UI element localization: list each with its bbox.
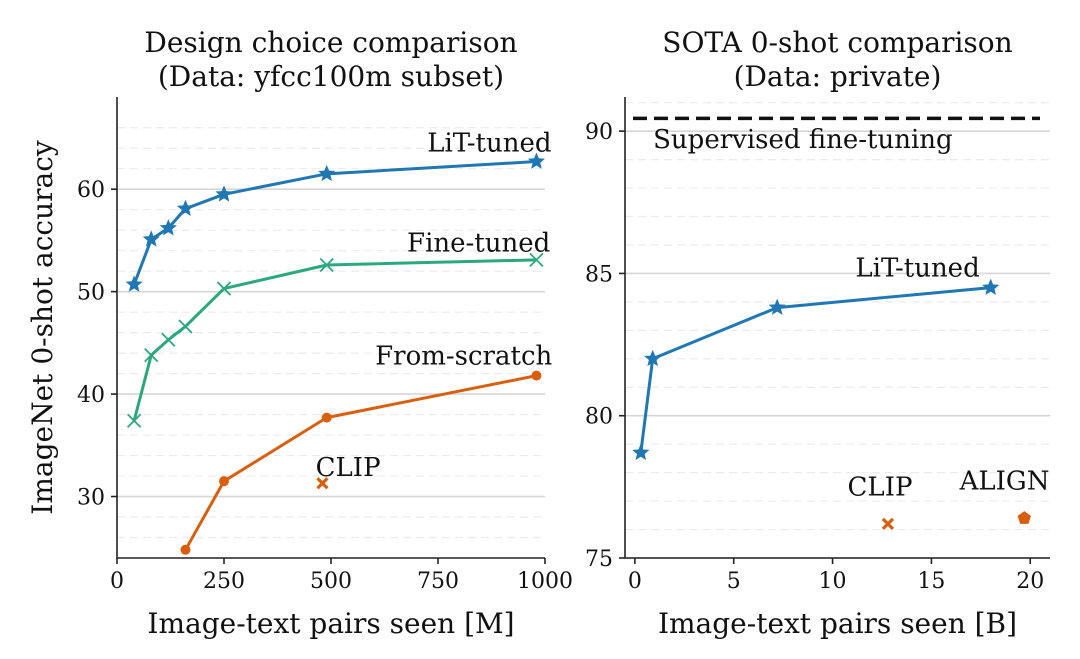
x-tick-label: 750 [417, 569, 459, 594]
data-point-lit-tuned [632, 443, 650, 460]
chart-title-line: (Data: private) [734, 60, 942, 93]
series-line-from-scratch [184, 374, 537, 551]
x-tick-label: 10 [819, 569, 847, 594]
data-point-lit-tuned [125, 275, 143, 292]
annotation-label: Fine-tuned [407, 229, 550, 259]
x-axis-label: Image-text pairs seen [M] [147, 607, 514, 640]
series-line-fine-tuned [132, 258, 537, 422]
chart-title-line: (Data: yfcc100m subset) [158, 60, 504, 93]
data-point-fine-tuned [144, 348, 159, 363]
chart-panel-1: 30 40 50 60 0 250 500 750 1000 LiT-tuned Fine-tune… [26, 26, 573, 640]
y-tick-label: 90 [585, 120, 613, 145]
annotation-label: LiT-tuned [427, 128, 551, 158]
x-tick-label: 15 [917, 569, 945, 594]
data-point-fine-tuned [529, 252, 544, 268]
y-tick-label: 75 [585, 547, 613, 572]
x-tick-label: 20 [1016, 569, 1044, 594]
data-point-lit-tuned [768, 298, 786, 315]
y-tick-label: 85 [585, 262, 613, 287]
data-point-from-scratch [219, 476, 229, 487]
y-tick-label: 80 [585, 405, 613, 430]
data-point-lit-tuned [527, 152, 545, 169]
x-tick-label: 5 [727, 569, 741, 594]
y-tick-label: 40 [77, 383, 105, 408]
x-tick-label: 1000 [517, 569, 573, 594]
annotation-label: CLIP [316, 453, 381, 483]
data-point-from-scratch [321, 412, 332, 423]
chart-title-line: SOTA 0-shot comparison [662, 26, 1012, 59]
data-point-from-scratch [180, 544, 191, 555]
data-point-fine-tuned [178, 319, 193, 334]
series-line-lit-tuned [639, 286, 991, 453]
annotation-label: Supervised fine-tuning [653, 125, 953, 155]
data-point-clip [881, 517, 895, 530]
data-point-lit-tuned [982, 278, 1000, 295]
chart-title-line: Design choice comparison [144, 26, 517, 59]
annotation-label: LiT-tuned [855, 253, 979, 283]
data-point-align [1017, 511, 1031, 524]
x-tick-label: 0 [628, 569, 642, 594]
data-point-lit-tuned [644, 349, 662, 367]
y-tick-label: 60 [77, 178, 105, 203]
y-tick-label: 30 [77, 486, 105, 511]
data-point-lit-tuned [215, 185, 233, 202]
data-point-fine-tuned [126, 413, 142, 428]
data-point-lit-tuned [318, 164, 336, 182]
data-point-from-scratch [531, 370, 542, 381]
y-tick-label: 50 [77, 281, 105, 306]
annotation-label: ALIGN [959, 467, 1050, 497]
x-tick-label: 500 [310, 569, 352, 594]
data-point-lit-tuned [176, 199, 195, 216]
x-axis-label: Image-text pairs seen [B] [658, 607, 1017, 640]
x-tick-label: 0 [110, 569, 124, 594]
annotation-label: CLIP [848, 472, 913, 502]
chart-panel-2: 75 80 85 90 0 5 10 15 20 Supervised fine-tuning Li… [585, 26, 1050, 640]
x-tick-label: 250 [203, 569, 245, 594]
data-point-fine-tuned [319, 257, 334, 273]
data-point-fine-tuned [216, 281, 232, 296]
data-point-fine-tuned [161, 332, 176, 347]
data-point-lit-tuned [159, 219, 177, 236]
annotation-label: From-scratch [375, 341, 552, 371]
y-axis-label: ImageNet 0-shot accuracy [26, 140, 59, 515]
data-point-clip [316, 477, 329, 490]
data-point-lit-tuned [142, 230, 160, 247]
